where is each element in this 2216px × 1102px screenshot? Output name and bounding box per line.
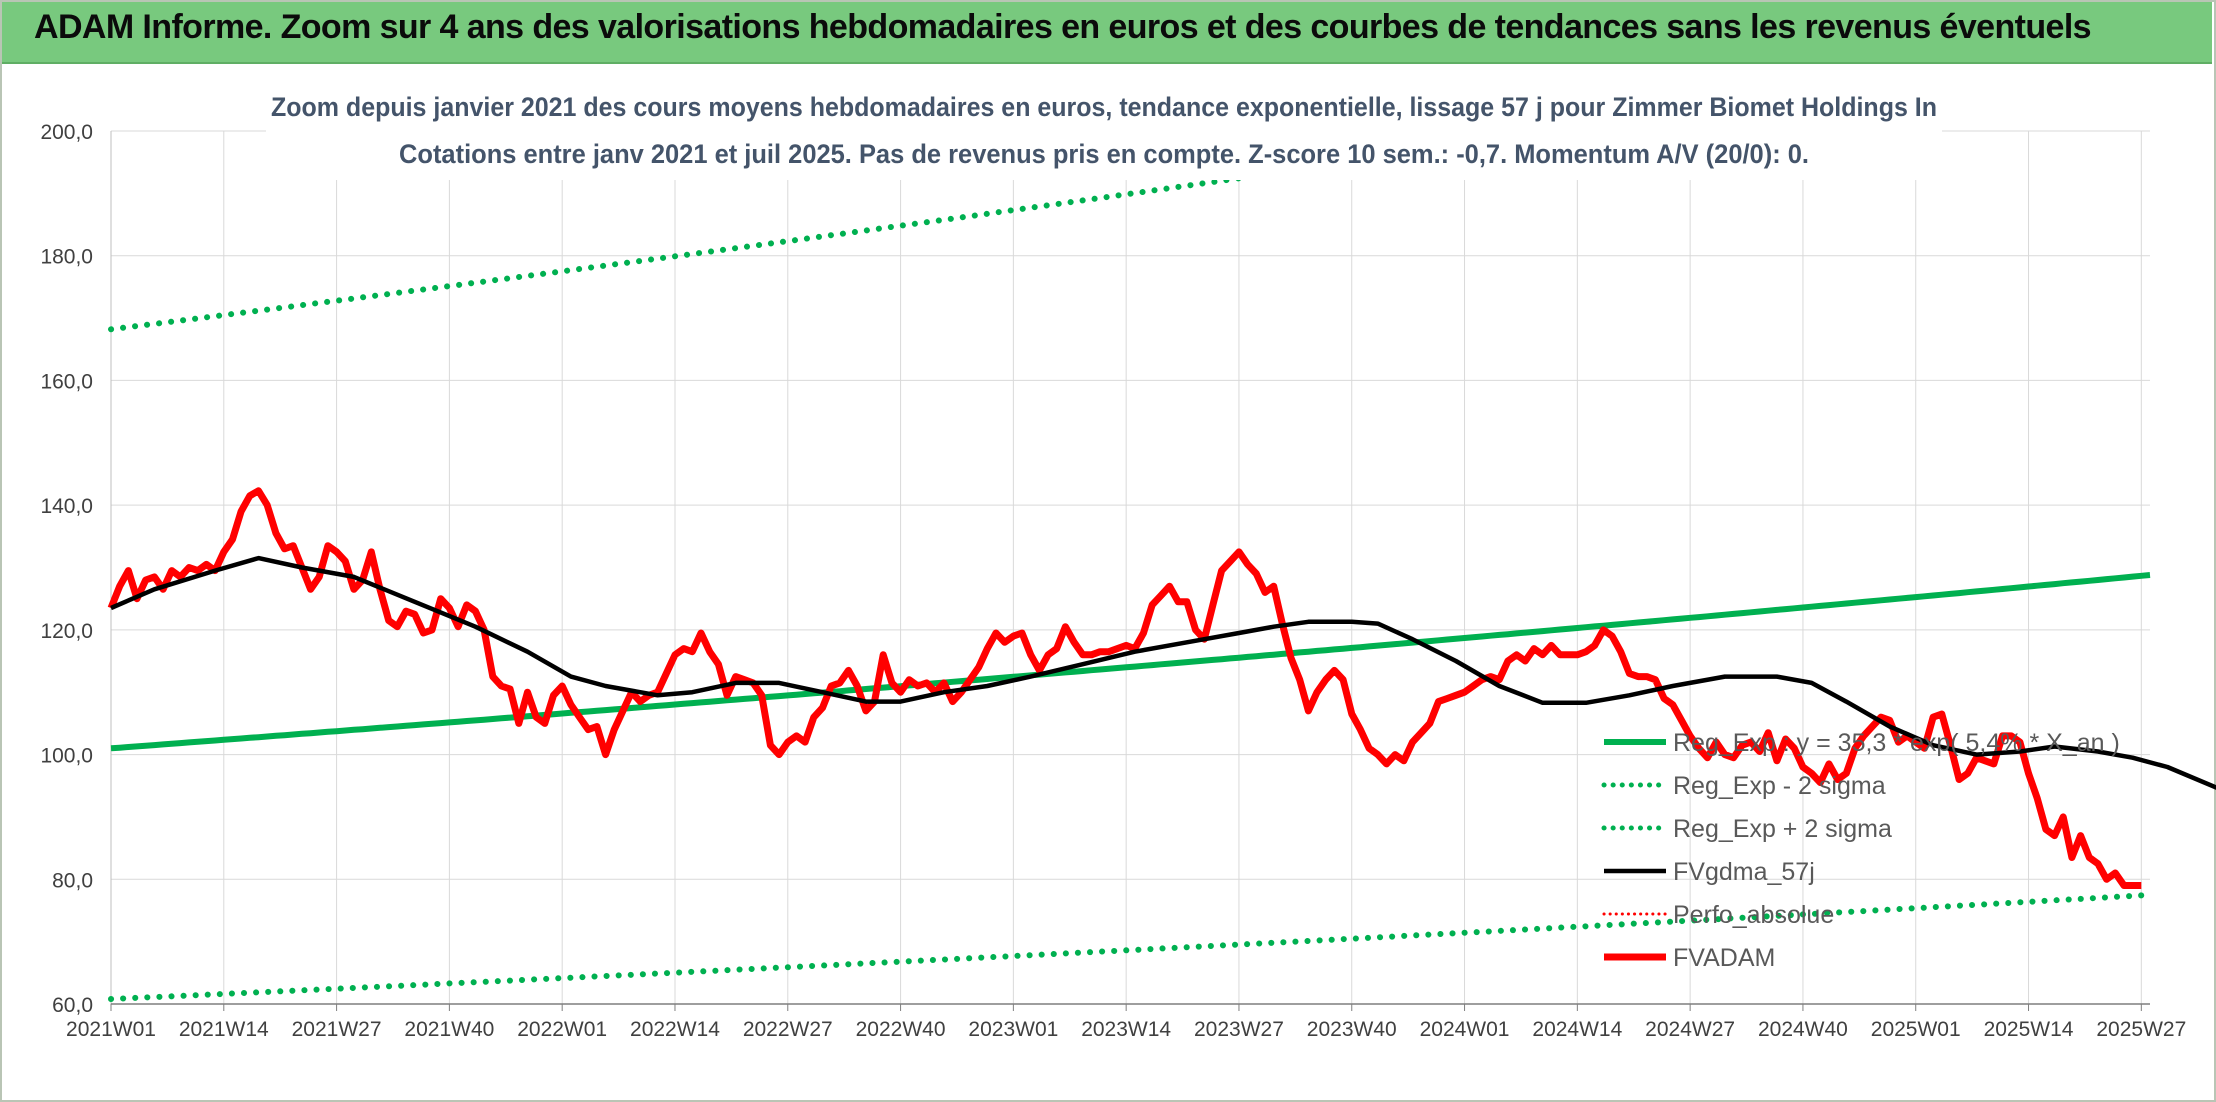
y-tick-label: 200,0 bbox=[40, 121, 93, 144]
chart-title-line-2: Cotations entre janv 2021 et juil 2025. … bbox=[399, 139, 1809, 169]
legend-label-reg-exp-2-sigma: Reg_Exp - 2 sigma bbox=[1673, 772, 1886, 800]
x-tick-label: 2022W14 bbox=[630, 1018, 720, 1041]
x-tick-label: 2021W14 bbox=[179, 1018, 269, 1041]
x-tick-label: 2025W14 bbox=[1984, 1018, 2074, 1041]
y-tick-label: 120,0 bbox=[40, 620, 93, 643]
x-tick-label: 2022W40 bbox=[856, 1018, 946, 1041]
series-line-reg-exp-plus-2-sigma bbox=[108, 130, 1591, 333]
x-tick-label: 2025W27 bbox=[2096, 1018, 2186, 1041]
x-tick-label: 2024W14 bbox=[1532, 1018, 1622, 1041]
x-tick-label: 2021W40 bbox=[404, 1018, 494, 1041]
report-banner: ADAM Informe. Zoom sur 4 ans des valoris… bbox=[2, 2, 2212, 64]
title-backdrop bbox=[266, 84, 1942, 180]
x-tick-label: 2021W01 bbox=[66, 1018, 156, 1041]
x-tick-label: 2023W40 bbox=[1307, 1018, 1397, 1041]
banner-title: ADAM Informe. Zoom sur 4 ans des valoris… bbox=[34, 8, 2092, 46]
series-line-fvadam bbox=[107, 487, 2142, 889]
x-tick-label: 2023W14 bbox=[1081, 1018, 1171, 1041]
y-tick-label: 100,0 bbox=[40, 745, 93, 768]
legend-label-reg-exp-2-sigma: Reg_Exp + 2 sigma bbox=[1673, 815, 1892, 843]
x-tick-label: 2022W01 bbox=[517, 1018, 607, 1041]
chart-title-line-1: Zoom depuis janvier 2021 des cours moyen… bbox=[271, 92, 1937, 122]
y-tick-label: 80,0 bbox=[52, 869, 93, 892]
x-tick-label: 2025W01 bbox=[1871, 1018, 1961, 1041]
legend-label-fvgdma-57j: FVgdma_57j bbox=[1673, 858, 1815, 886]
y-tick-label: 140,0 bbox=[40, 495, 93, 518]
x-tick-label: 2021W27 bbox=[292, 1018, 382, 1041]
series-line-reg-exp bbox=[110, 572, 2151, 752]
y-tick-label: 60,0 bbox=[52, 994, 93, 1017]
x-tick-label: 2024W27 bbox=[1645, 1018, 1735, 1041]
x-tick-label: 2022W27 bbox=[743, 1018, 833, 1041]
series-line-reg-exp-minus-2-sigma bbox=[108, 891, 2153, 1002]
series-line-fvgdma-57j bbox=[110, 555, 2216, 790]
legend-label-fvadam: FVADAM bbox=[1673, 944, 1775, 972]
x-tick-label: 2024W01 bbox=[1420, 1018, 1510, 1041]
x-tick-label: 2023W01 bbox=[968, 1018, 1058, 1041]
legend-label-reg-exp-y-35-3-exp-5-4-x-an: Reg_Exp : y = 35,3 * exp( 5,4% * X_an ) bbox=[1673, 729, 2120, 757]
legend-label-perfo-absolue: Perfo_absolue bbox=[1673, 901, 1834, 929]
y-tick-label: 160,0 bbox=[40, 370, 93, 393]
x-tick-label: 2023W27 bbox=[1194, 1018, 1284, 1041]
x-tick-label: 2024W40 bbox=[1758, 1018, 1848, 1041]
y-tick-label: 180,0 bbox=[40, 246, 93, 269]
